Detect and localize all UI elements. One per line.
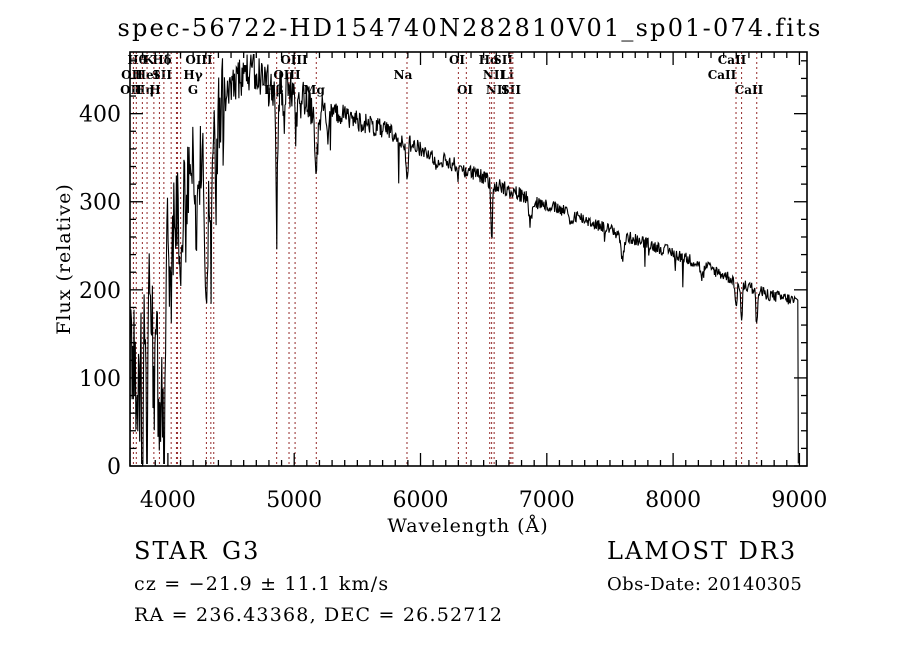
spectral-line-label: Na [394,68,413,82]
spectral-line-label: Hθ [127,53,146,67]
spectral-line-label: CaII [735,83,764,97]
spectral-line-label: Hη [134,83,154,97]
spectral-line-label: SII [493,53,513,67]
cz-value: cz = −21.9 ± 11.1 km/s [134,573,389,595]
tick-marks [129,52,807,467]
y-axis-label: Flux (relative) [53,183,75,335]
spectral-line-label: CaII [708,68,737,82]
spectral-line-label: SII [501,83,521,97]
x-tick-label: 7000 [519,488,575,513]
spectral-line-label: OI [457,83,473,97]
spectral-line-label: Li [501,68,514,82]
x-tick-label: 9000 [771,488,827,513]
x-axis-label: Wavelength (Å) [387,515,548,537]
spectral-line-label: Hδ [152,53,171,67]
spectral-line-label: K [144,53,155,67]
spectral-line-label: NII [483,68,506,82]
spectrum-trace [129,54,799,464]
spectral-line-label: OII [121,68,143,82]
plot-title: spec-56722-HD154740N282810V01_sp01-074.f… [117,14,822,42]
plot-frame [129,51,808,467]
x-tick-label: 6000 [393,488,449,513]
spectral-line-label: OIII [185,53,213,67]
obs-date-value: Obs-Date: 20140305 [607,574,802,595]
x-tick-label: 8000 [645,488,701,513]
subclass-label: G3 [222,537,260,565]
x-tick-label: 4000 [140,488,196,513]
y-tick-label: 100 [79,367,121,392]
spectral-line-label: H [149,83,160,97]
classification-label: STAR [134,537,209,565]
spectral-line-label: CaII [718,53,747,67]
y-tick-label: 300 [79,191,121,216]
y-tick-label: 400 [79,103,121,128]
spectral-line-label: G [188,83,198,97]
y-tick-label: 0 [107,455,121,480]
ra-dec-value: RA = 236.43368, DEC = 26.52712 [134,604,503,626]
tick-labels: 4000 5000 6000 7000 8000 9000 0 100 200 300 400 [79,103,827,513]
spectral-line-label: Hγ [183,68,202,82]
survey-release-label: LAMOST DR3 [607,537,797,565]
y-tick-label: 200 [79,279,121,304]
x-tick-label: 5000 [266,488,322,513]
spectral-line-label: OI [449,53,465,67]
spectral-line-label: SII [152,68,172,82]
reference-lines [132,52,758,466]
